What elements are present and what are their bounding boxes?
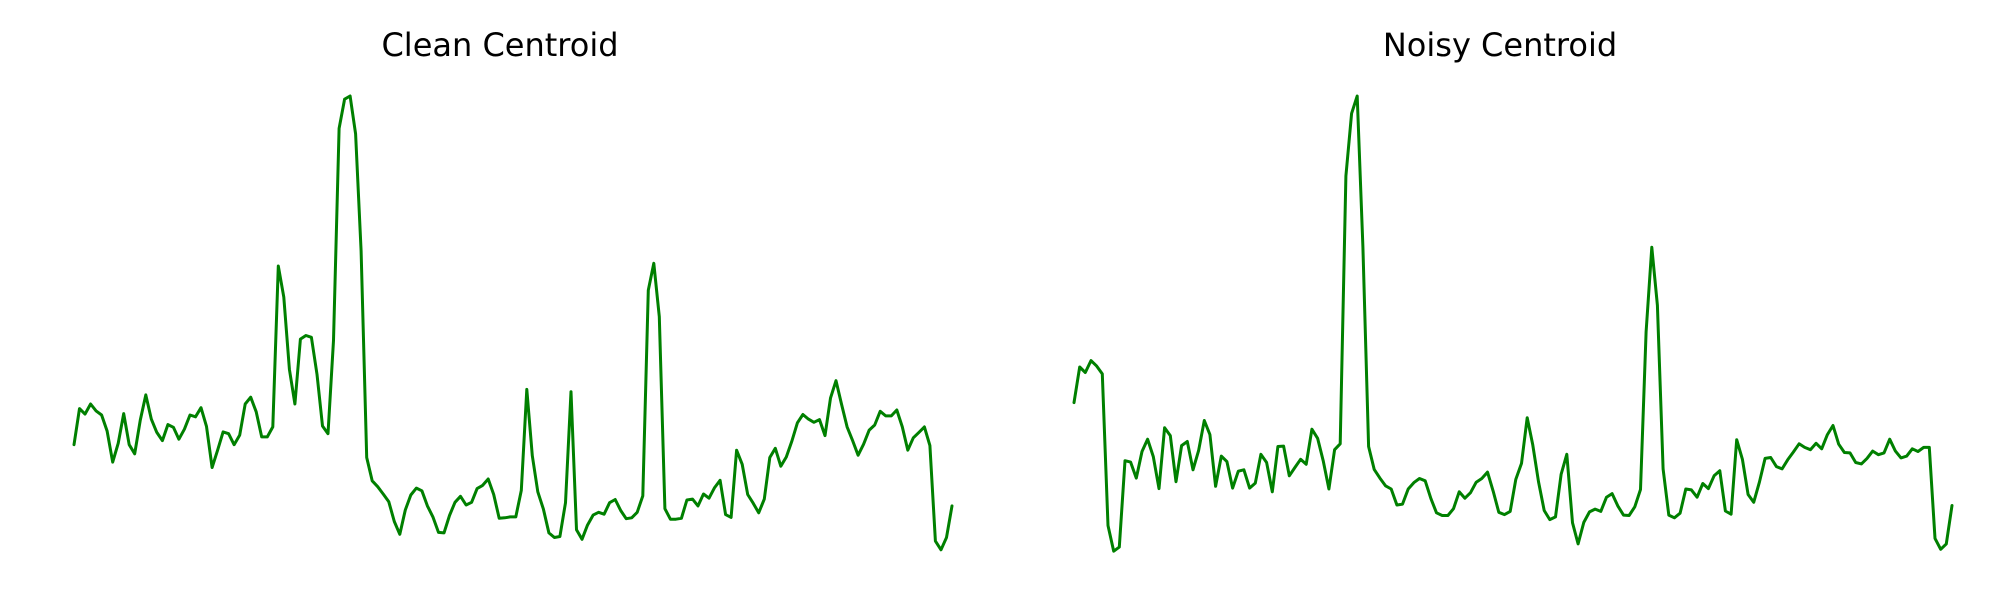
series-line [72,94,954,552]
noisy-centroid-panel: Noisy Centroid [1000,0,2000,600]
clean-centroid-panel: Clean Centroid [72,26,954,552]
chart-title: Clean Centroid [381,26,619,64]
noisy-centroid-plot [1072,94,1954,553]
chart-title: Noisy Centroid [1382,26,1618,64]
clean-centroid-plot [72,94,954,552]
series-line [1072,94,1954,553]
